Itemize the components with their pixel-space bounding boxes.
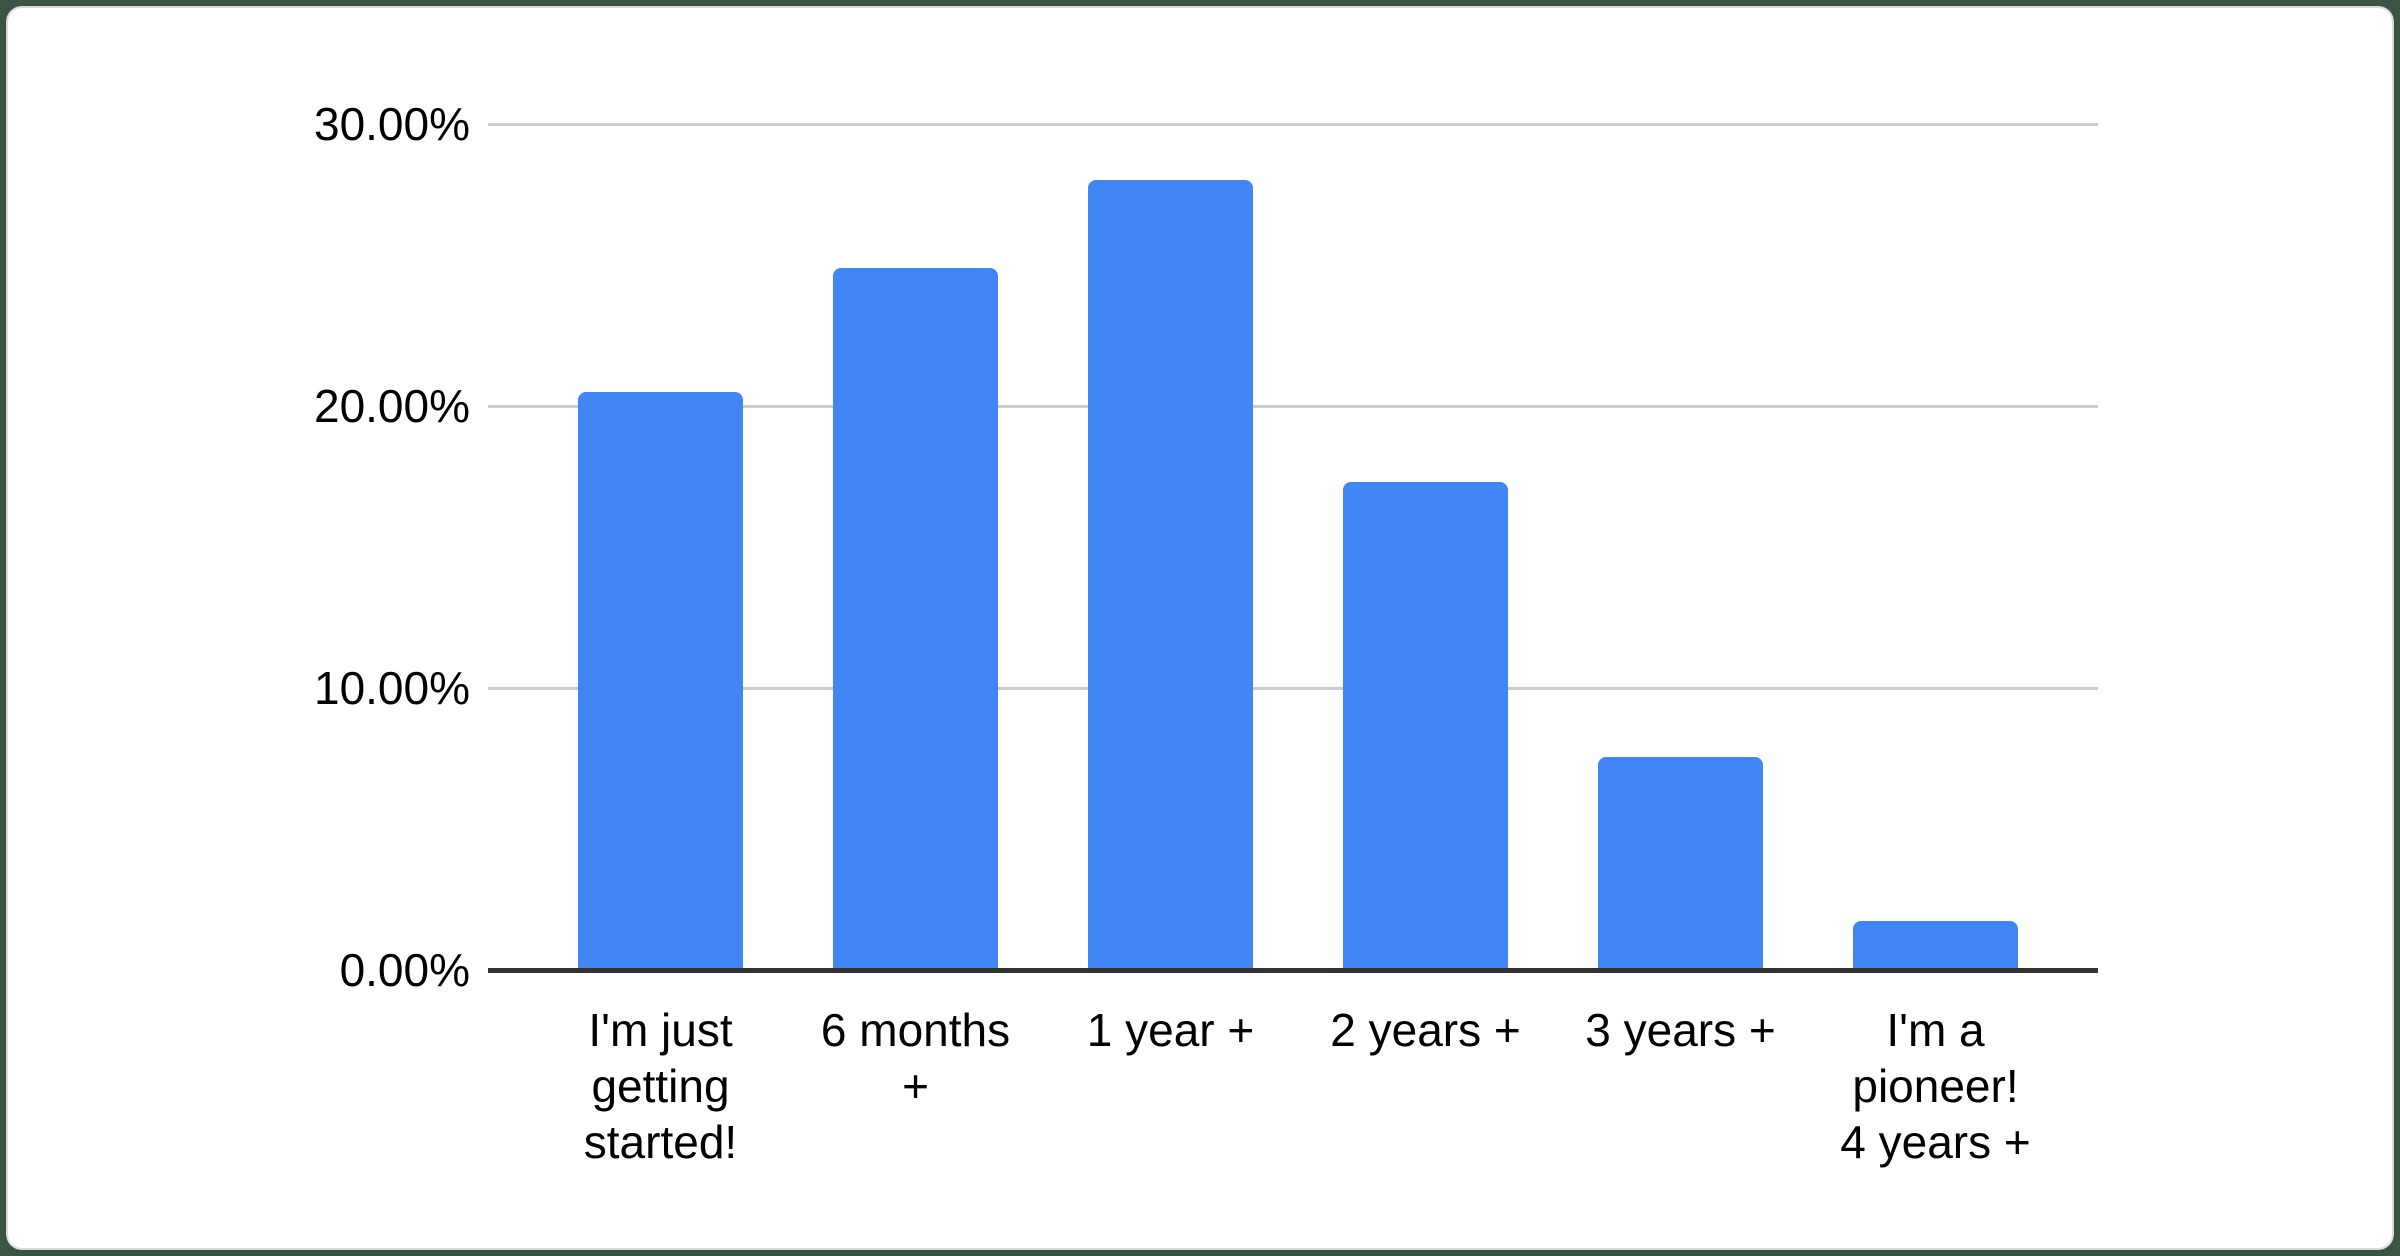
y-axis-tick-label: 30.00% xyxy=(313,98,470,150)
y-axis-tick-label: 20.00% xyxy=(313,380,470,432)
bar-4 xyxy=(1343,482,1508,970)
bar-6 xyxy=(1853,921,2018,970)
gridline-20pct xyxy=(488,405,2098,408)
bar-1 xyxy=(578,392,743,970)
x-axis-line xyxy=(488,968,2098,973)
y-axis-tick-label: 10.00% xyxy=(313,662,470,714)
x-axis-category-label: 1 year + xyxy=(1086,1004,1255,1056)
bar-3 xyxy=(1088,180,1253,970)
x-axis-category-label: 3 years + xyxy=(1585,1004,1776,1056)
gridline-30pct xyxy=(488,123,2098,126)
bar-2 xyxy=(833,268,998,970)
x-axis-category-label: I'm a pioneer! 4 years + xyxy=(1840,1004,2031,1168)
y-axis-tick-label: 0.00% xyxy=(339,944,470,996)
x-axis-category-label: 6 months + xyxy=(820,1004,1011,1112)
x-axis-category-label: 2 years + xyxy=(1330,1004,1521,1056)
bar-5 xyxy=(1598,757,1763,970)
x-axis-category-label: I'm just getting started! xyxy=(583,1004,738,1168)
gridline-10pct xyxy=(488,687,2098,690)
